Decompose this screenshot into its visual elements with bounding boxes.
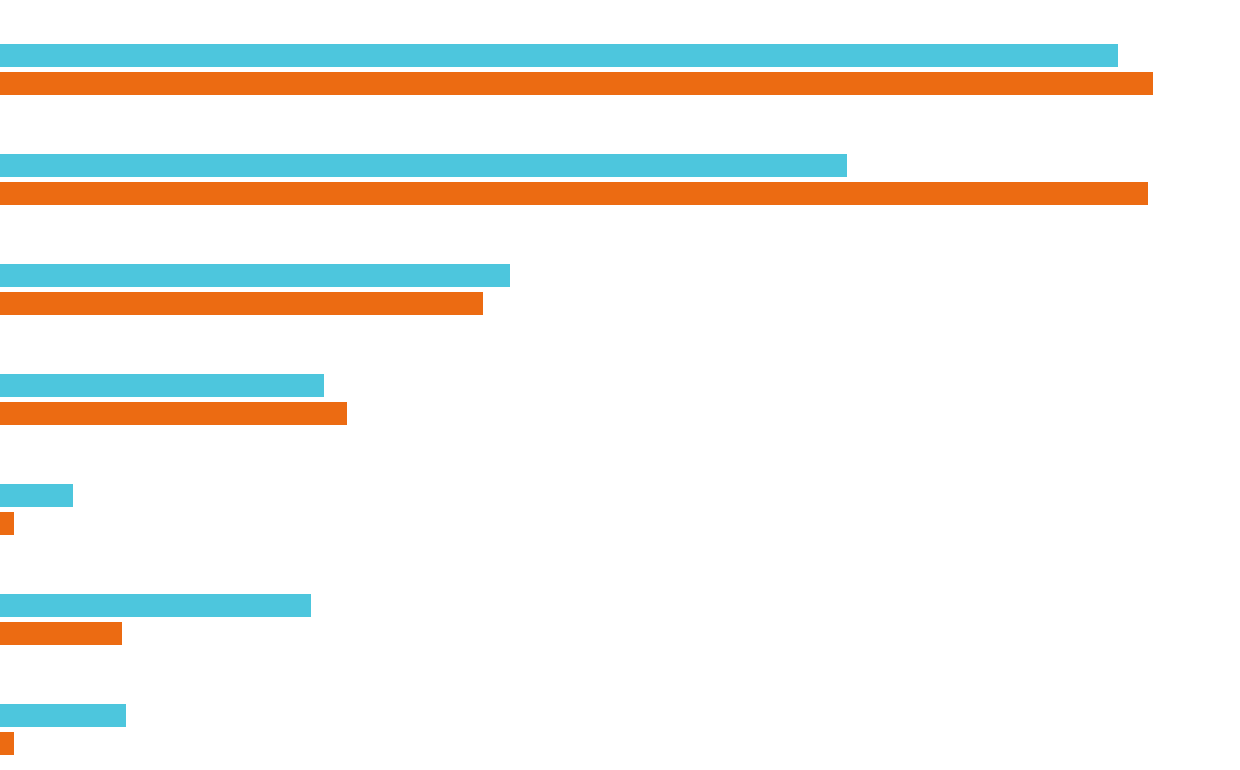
bar — [0, 72, 1153, 95]
bar — [0, 484, 73, 507]
bar — [0, 374, 324, 397]
bar — [0, 44, 1118, 67]
bar — [0, 154, 847, 177]
bar — [0, 402, 347, 425]
bar — [0, 182, 1148, 205]
bar — [0, 594, 311, 617]
bar — [0, 622, 122, 645]
bar — [0, 704, 126, 727]
bar — [0, 732, 14, 755]
bar — [0, 292, 483, 315]
bar — [0, 264, 510, 287]
bar — [0, 512, 14, 535]
